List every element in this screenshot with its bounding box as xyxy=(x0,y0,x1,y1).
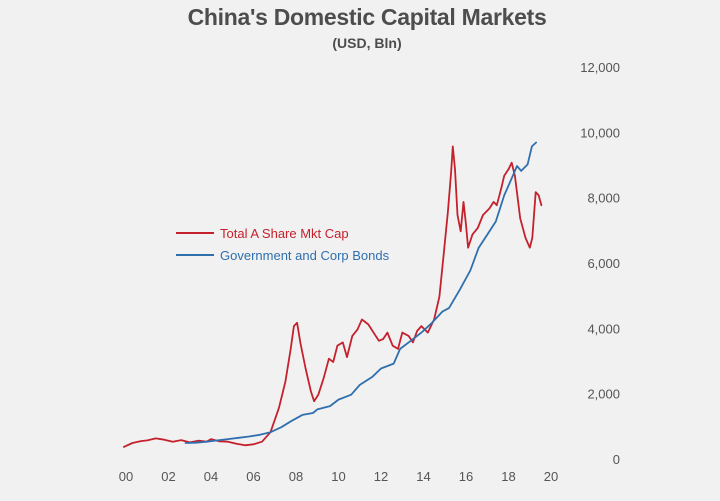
x-axis-ticks: 00 02 04 06 08 10 12 14 16 18 20 xyxy=(119,469,558,484)
x-tick-label: 08 xyxy=(289,469,303,484)
x-tick-label: 00 xyxy=(119,469,133,484)
series-line-government-and-corp-bonds xyxy=(184,141,537,444)
x-tick-label: 16 xyxy=(459,469,473,484)
x-tick-label: 04 xyxy=(204,469,218,484)
x-tick-label: 06 xyxy=(246,469,260,484)
x-tick-label: 18 xyxy=(501,469,515,484)
y-tick-label: 6,000 xyxy=(587,256,620,271)
legend: Total A Share Mkt Cap Government and Corp… xyxy=(176,226,390,263)
y-tick-label: 12,000 xyxy=(580,60,620,75)
y-tick-label: 0 xyxy=(613,452,620,467)
y-tick-label: 8,000 xyxy=(587,191,620,206)
x-tick-label: 14 xyxy=(416,469,430,484)
legend-label: Government and Corp Bonds xyxy=(220,248,390,263)
legend-label: Total A Share Mkt Cap xyxy=(220,226,349,241)
y-tick-label: 10,000 xyxy=(580,125,620,140)
y-tick-label: 2,000 xyxy=(587,387,620,402)
chart-subtitle: (USD, Bln) xyxy=(332,35,402,51)
x-tick-label: 10 xyxy=(331,469,345,484)
chart-title: China's Domestic Capital Markets xyxy=(187,4,547,30)
y-tick-label: 4,000 xyxy=(587,321,620,336)
series-line-total-a-share-mkt-cap xyxy=(123,145,543,448)
series-lines xyxy=(123,141,543,448)
x-tick-label: 12 xyxy=(374,469,388,484)
y-axis-ticks: 0 2,000 4,000 6,000 8,000 10,000 12,000 xyxy=(580,60,620,467)
x-tick-label: 20 xyxy=(544,469,558,484)
x-tick-label: 02 xyxy=(161,469,175,484)
